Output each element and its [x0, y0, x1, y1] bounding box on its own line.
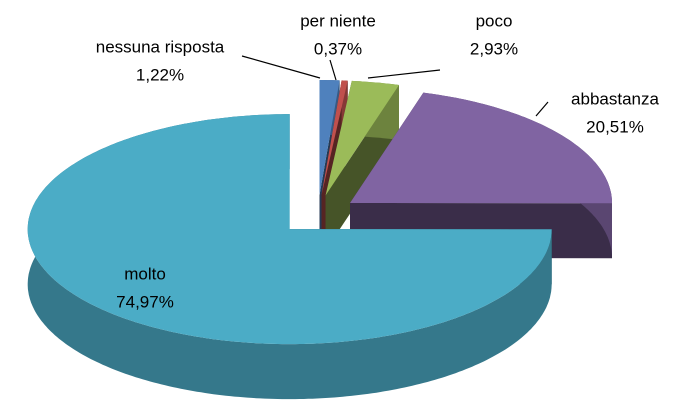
- slice: [321, 80, 348, 196]
- leader-line: [241, 55, 321, 79]
- slice-label: per niente: [300, 11, 376, 30]
- slice-value-label: 0,37%: [314, 39, 362, 58]
- slice-value-label: 20,51%: [586, 117, 644, 136]
- slice: [319, 80, 340, 195]
- slice-value-label: 2,93%: [470, 39, 518, 58]
- slice-label: poco: [476, 11, 513, 30]
- slice-label: nessuna risposta: [96, 37, 225, 56]
- slice-label: abbastanza: [571, 89, 659, 108]
- slice: [27, 114, 552, 345]
- slice: [350, 92, 612, 204]
- slice-value-label: 1,22%: [136, 65, 184, 84]
- leader-line: [535, 101, 549, 117]
- slice-value-label: 74,97%: [116, 292, 174, 311]
- slice-label: molto: [124, 264, 166, 283]
- slice: [325, 80, 399, 196]
- leader-line: [367, 69, 441, 79]
- leader-line: [329, 59, 337, 81]
